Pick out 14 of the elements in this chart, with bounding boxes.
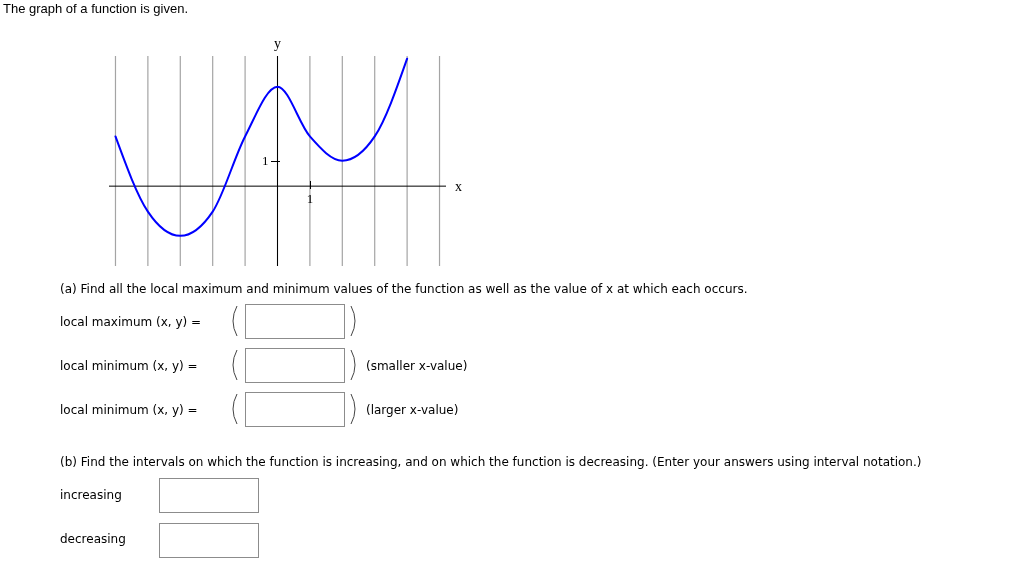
text: local maximum (x, y) = bbox=[60, 314, 202, 330]
x-axis-title: x bbox=[455, 178, 462, 194]
text: local minimum (x, y) = bbox=[60, 358, 198, 374]
text: (smaller x-value) bbox=[366, 358, 468, 374]
text: (b) Find the intervals on which the function is increasing, and on which the function is decreasing. (Enter your answers using interval notation.) bbox=[60, 454, 922, 470]
y-axis-title: y bbox=[274, 35, 281, 51]
text: decreasing bbox=[60, 531, 126, 547]
chart-title: The graph of a function is given. bbox=[3, 1, 189, 16]
annotation: 1 bbox=[262, 153, 269, 169]
text: (larger x-value) bbox=[366, 402, 459, 418]
text: increasing bbox=[60, 487, 122, 503]
text: (a) Find all the local maximum and minimum values of the function as well as the value of x at which each occurs. bbox=[60, 281, 748, 297]
text: local minimum (x, y) = bbox=[60, 402, 198, 418]
annotation: 1 bbox=[306, 191, 314, 206]
